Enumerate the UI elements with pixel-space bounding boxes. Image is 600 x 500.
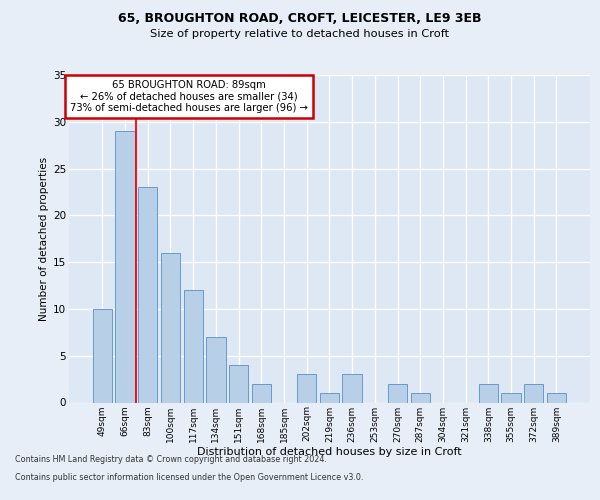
Bar xyxy=(343,374,362,402)
Y-axis label: Number of detached properties: Number of detached properties xyxy=(39,156,49,321)
Bar xyxy=(138,188,157,402)
Bar xyxy=(524,384,544,402)
Text: Size of property relative to detached houses in Croft: Size of property relative to detached ho… xyxy=(151,29,449,39)
Bar xyxy=(479,384,498,402)
Bar xyxy=(502,393,521,402)
Bar xyxy=(388,384,407,402)
Text: 65 BROUGHTON ROAD: 89sqm
← 26% of detached houses are smaller (34)
73% of semi-d: 65 BROUGHTON ROAD: 89sqm ← 26% of detach… xyxy=(70,80,308,113)
Bar xyxy=(410,393,430,402)
Bar xyxy=(161,253,180,402)
Bar xyxy=(251,384,271,402)
Bar xyxy=(92,309,112,402)
Text: Contains public sector information licensed under the Open Government Licence v3: Contains public sector information licen… xyxy=(15,472,364,482)
Bar xyxy=(229,365,248,403)
Bar xyxy=(547,393,566,402)
X-axis label: Distribution of detached houses by size in Croft: Distribution of detached houses by size … xyxy=(197,447,462,457)
Bar xyxy=(320,393,339,402)
Bar xyxy=(115,131,134,402)
Text: Contains HM Land Registry data © Crown copyright and database right 2024.: Contains HM Land Registry data © Crown c… xyxy=(15,455,327,464)
Bar xyxy=(297,374,316,402)
Bar xyxy=(184,290,203,403)
Bar xyxy=(206,337,226,402)
Text: 65, BROUGHTON ROAD, CROFT, LEICESTER, LE9 3EB: 65, BROUGHTON ROAD, CROFT, LEICESTER, LE… xyxy=(118,12,482,25)
